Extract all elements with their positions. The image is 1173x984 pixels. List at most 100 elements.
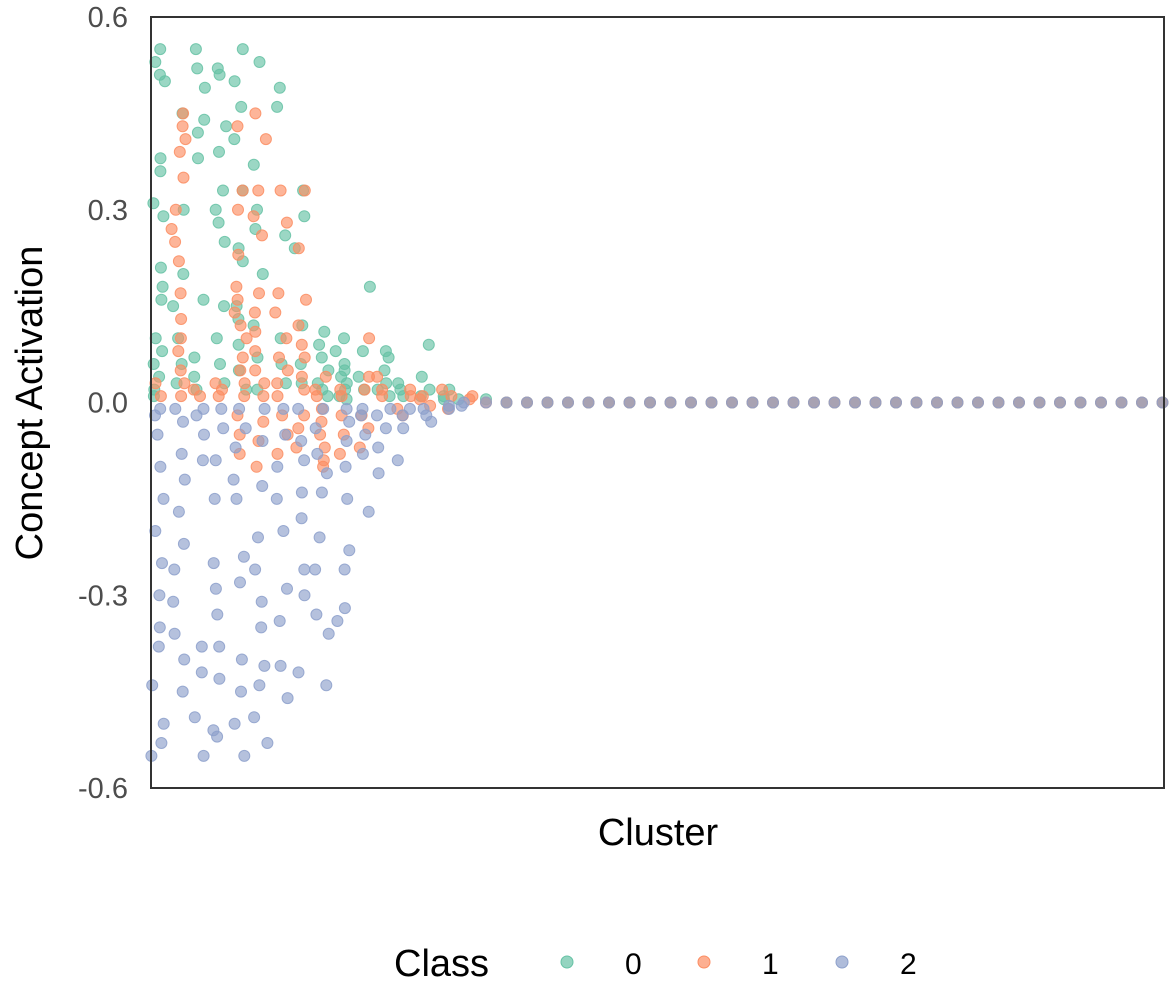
point-class-0-cluster-4-7 bbox=[218, 235, 231, 248]
y-tick-label: 0.3 bbox=[88, 195, 128, 227]
y-axis-title: Concept Activation bbox=[9, 246, 51, 561]
point-class-0-cluster-5-1 bbox=[228, 75, 241, 88]
point-class-1-cluster-6-14 bbox=[250, 460, 263, 473]
point-class-2-cluster-5-5 bbox=[234, 576, 246, 589]
point-class-2-cluster-15-1 bbox=[442, 399, 455, 412]
point-class-2-cluster-4-1 bbox=[209, 454, 222, 467]
point-class-2-cluster-5-10 bbox=[233, 402, 246, 415]
point-class-2-cluster-28-0 bbox=[705, 396, 718, 409]
point-class-1-cluster-2-15 bbox=[175, 390, 188, 403]
point-class-1-cluster-2-12 bbox=[172, 345, 185, 358]
point-class-2-cluster-10-1 bbox=[340, 435, 353, 447]
point-class-0-cluster-3-8 bbox=[188, 370, 201, 383]
point-class-2-cluster-6-10 bbox=[258, 402, 271, 415]
point-class-2-cluster-16-1 bbox=[455, 399, 468, 412]
point-class-1-cluster-5-12 bbox=[238, 390, 251, 403]
point-class-1-cluster-7-1 bbox=[280, 216, 293, 229]
y-axis-ticks: 0.6 0.3 0.0 -0.3 -0.6 bbox=[78, 2, 128, 805]
point-class-0-cluster-3-6 bbox=[197, 293, 210, 306]
point-class-1-cluster-6-11 bbox=[257, 390, 270, 403]
point-class-2-cluster-8-5 bbox=[298, 589, 311, 602]
point-class-2-cluster-6-3 bbox=[249, 563, 262, 576]
point-class-1-cluster-8-0 bbox=[298, 184, 311, 197]
point-class-2-cluster-1-8 bbox=[146, 679, 159, 692]
point-class-2-cluster-12-3 bbox=[372, 467, 385, 480]
point-class-1-cluster-2-7 bbox=[169, 235, 182, 248]
point-class-2-cluster-2-8 bbox=[178, 653, 191, 666]
point-class-2-cluster-42-0 bbox=[992, 396, 1005, 409]
point-class-1-cluster-6-8 bbox=[249, 345, 262, 358]
point-class-1-cluster-7-0 bbox=[274, 184, 287, 197]
point-class-2-cluster-1-13 bbox=[149, 409, 161, 422]
point-class-1-cluster-7-11 bbox=[271, 447, 284, 460]
point-class-2-cluster-29-0 bbox=[726, 396, 738, 409]
point-class-0-cluster-4-9 bbox=[210, 332, 223, 345]
point-class-0-cluster-6-4 bbox=[256, 268, 269, 280]
point-class-0-cluster-1-8 bbox=[154, 261, 167, 274]
point-class-2-cluster-9-5 bbox=[309, 563, 322, 576]
point-class-2-cluster-2-3 bbox=[172, 505, 185, 518]
point-class-2-cluster-49-0 bbox=[1136, 396, 1148, 409]
point-class-2-cluster-1-10 bbox=[155, 737, 168, 749]
legend-marker-class-1 bbox=[697, 955, 711, 969]
point-class-2-cluster-22-0 bbox=[582, 396, 595, 409]
point-class-0-cluster-9-0 bbox=[318, 325, 331, 338]
point-class-1-cluster-5-11 bbox=[238, 377, 251, 390]
point-class-2-cluster-8-4 bbox=[298, 563, 311, 576]
point-class-0-cluster-1-13 bbox=[147, 358, 160, 370]
legend-marker-class-0 bbox=[560, 955, 574, 969]
point-class-1-cluster-2-8 bbox=[172, 255, 185, 268]
point-class-2-cluster-6-5 bbox=[255, 621, 268, 634]
point-class-2-cluster-11-3 bbox=[362, 505, 375, 518]
point-class-2-cluster-8-2 bbox=[295, 486, 308, 499]
point-class-2-cluster-5-2 bbox=[227, 473, 240, 486]
point-class-2-cluster-6-4 bbox=[255, 595, 268, 608]
point-class-0-cluster-4-8 bbox=[218, 300, 230, 313]
point-class-1-cluster-5-0 bbox=[231, 120, 244, 133]
point-class-0-cluster-11-1 bbox=[356, 345, 369, 358]
point-class-1-cluster-5-9 bbox=[236, 351, 249, 364]
point-class-2-cluster-3-2 bbox=[196, 454, 209, 467]
point-class-2-cluster-5-0 bbox=[239, 422, 252, 435]
point-class-1-cluster-6-1 bbox=[259, 133, 272, 146]
point-class-2-cluster-47-0 bbox=[1095, 396, 1107, 409]
point-class-0-cluster-5-0 bbox=[236, 43, 249, 56]
point-class-2-cluster-11-1 bbox=[359, 428, 372, 441]
point-class-2-cluster-9-1 bbox=[311, 447, 324, 460]
point-class-2-cluster-3-1 bbox=[198, 428, 210, 441]
point-class-2-cluster-13-2 bbox=[391, 454, 404, 467]
point-class-2-cluster-50-0 bbox=[1156, 396, 1169, 409]
point-class-2-cluster-12-2 bbox=[372, 441, 385, 454]
point-class-1-cluster-15-0 bbox=[436, 383, 449, 396]
point-class-2-cluster-2-10 bbox=[169, 402, 182, 415]
point-class-1-cluster-6-5 bbox=[253, 287, 265, 300]
point-class-2-cluster-32-0 bbox=[787, 396, 800, 409]
point-class-2-cluster-11-2 bbox=[356, 447, 369, 460]
point-class-0-cluster-10-0 bbox=[338, 332, 350, 345]
point-class-2-cluster-6-6 bbox=[258, 659, 271, 672]
point-class-0-cluster-1-12 bbox=[156, 345, 169, 358]
point-class-1-cluster-9-2 bbox=[310, 390, 323, 403]
point-class-2-cluster-8-7 bbox=[292, 402, 305, 415]
point-class-2-cluster-12-0 bbox=[371, 409, 383, 422]
point-class-1-cluster-2-6 bbox=[165, 223, 178, 235]
legend-marker-class-2 bbox=[835, 955, 849, 969]
point-class-0-cluster-2-2 bbox=[177, 268, 190, 280]
point-class-0-cluster-1-10 bbox=[155, 293, 168, 306]
point-class-1-cluster-9-0 bbox=[319, 370, 332, 383]
point-class-0-cluster-3-0 bbox=[189, 43, 202, 56]
plot-frame bbox=[150, 16, 1165, 789]
point-class-2-cluster-2-7 bbox=[168, 627, 181, 640]
point-class-0-cluster-9-1 bbox=[313, 338, 326, 351]
point-class-2-cluster-6-1 bbox=[256, 480, 269, 492]
point-class-1-cluster-5-6 bbox=[228, 306, 241, 319]
point-class-2-cluster-27-0 bbox=[685, 396, 697, 409]
point-class-2-cluster-10-4 bbox=[343, 544, 356, 557]
point-class-1-cluster-5-5 bbox=[231, 293, 244, 306]
point-class-2-cluster-4-2 bbox=[208, 492, 221, 505]
point-class-0-cluster-12-1 bbox=[382, 351, 395, 364]
point-class-2-cluster-14-2 bbox=[425, 415, 438, 428]
point-class-0-cluster-7-1 bbox=[271, 100, 284, 113]
point-class-1-cluster-7-3 bbox=[269, 306, 282, 319]
